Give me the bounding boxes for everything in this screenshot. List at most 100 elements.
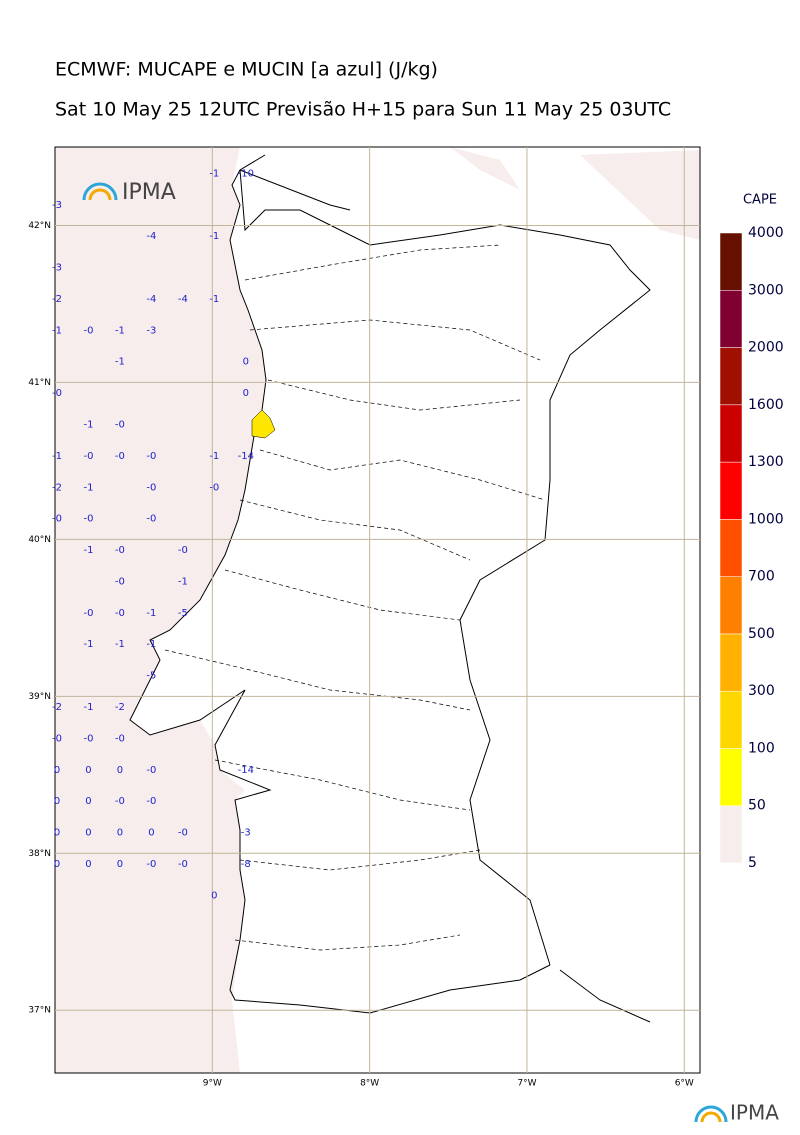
colorbar-segment xyxy=(719,633,743,692)
title: ECMWF: MUCAPE e MUCIN [a azul] (J/kg) xyxy=(55,59,438,81)
land-shading xyxy=(450,147,700,240)
lat-tick-label: 39°N xyxy=(28,692,51,702)
colorbar-segment xyxy=(719,690,743,749)
cin-label: -0 xyxy=(52,388,62,399)
lat-tick-label: 40°N xyxy=(28,535,51,545)
colorbar-tick-label: 50 xyxy=(748,798,766,814)
cin-label: -0 xyxy=(83,451,93,462)
lat-tick-label: 37°N xyxy=(28,1006,51,1016)
cin-label: -0 xyxy=(83,514,93,525)
cin-label: -1 xyxy=(146,639,156,650)
cin-label: -0 xyxy=(52,733,62,744)
colorbar-segment xyxy=(719,748,743,806)
cin-label: 0 xyxy=(243,357,249,368)
cin-label: -1 xyxy=(209,168,219,179)
cin-label: 0 xyxy=(243,388,249,399)
cin-label: -1 xyxy=(52,451,62,462)
cin-label: -4 xyxy=(146,231,156,242)
colorbar-tick-label: 3000 xyxy=(748,282,784,298)
cin-label: -0 xyxy=(83,325,93,336)
cin-label: -0 xyxy=(178,859,188,870)
cin-label: 0 xyxy=(85,828,91,839)
colorbar-segment xyxy=(719,576,743,635)
cin-label: -3 xyxy=(52,263,62,274)
cin-label: -3 xyxy=(241,828,251,839)
cin-label: -1 xyxy=(83,545,93,556)
colorbar-tick-label: 4000 xyxy=(748,225,784,241)
cin-label: -0 xyxy=(178,545,188,556)
cin-label: -0 xyxy=(115,796,125,807)
lon-tick-label: 7°W xyxy=(517,1079,536,1089)
colorbar-tick-label: 5 xyxy=(748,855,757,871)
cin-label: 0 xyxy=(85,796,91,807)
logo: IPMA xyxy=(694,1101,779,1125)
cin-label: -0 xyxy=(115,451,125,462)
cin-label: -0 xyxy=(115,733,125,744)
cin-label: 0 xyxy=(54,828,60,839)
colorbar-tick-label: 500 xyxy=(748,626,775,642)
cin-label: -3 xyxy=(146,325,156,336)
cin-label: 0 xyxy=(85,859,91,870)
cin-label: -1 xyxy=(83,702,93,713)
colorbar-tick-label: 1000 xyxy=(748,511,784,527)
cin-label: -1 xyxy=(83,639,93,650)
cin-label: -1 xyxy=(52,325,62,336)
cin-label: -1 xyxy=(209,294,219,305)
colorbar-tick-label: 700 xyxy=(748,569,775,585)
cin-label: -14 xyxy=(238,451,254,462)
cin-label: -4 xyxy=(178,294,188,305)
cin-label: -5 xyxy=(178,608,188,619)
cin-label: -2 xyxy=(115,702,125,713)
colorbar-segment xyxy=(719,461,743,520)
lon-tick-label: 9°W xyxy=(203,1079,222,1089)
cin-label: -4 xyxy=(146,294,156,305)
cin-label: -1 xyxy=(83,420,93,431)
cin-label: -1 xyxy=(115,325,125,336)
cin-label: -1 xyxy=(209,451,219,462)
cin-label: -8 xyxy=(241,859,251,870)
coastline xyxy=(129,154,551,1014)
colorbar-segment xyxy=(719,290,743,348)
cin-label: -0 xyxy=(146,859,156,870)
colorbar-tick-label: 2000 xyxy=(748,340,784,356)
lon-tick-label: 8°W xyxy=(360,1079,379,1089)
cin-label: -1 xyxy=(146,608,156,619)
cin-label: -1 xyxy=(83,482,93,493)
cape-area xyxy=(251,409,276,439)
colorbar-segment xyxy=(719,347,743,406)
cin-label: 0 xyxy=(54,796,60,807)
cin-label: -0 xyxy=(115,608,125,619)
cin-label: 0 xyxy=(117,828,123,839)
cin-label: 0 xyxy=(117,859,123,870)
colorbar-tick-label: 300 xyxy=(748,683,775,699)
cin-label: -0 xyxy=(146,482,156,493)
colorbar-segment xyxy=(719,519,743,577)
cin-label: -2 xyxy=(52,702,62,713)
colorbar-tick-label: 1600 xyxy=(748,397,784,413)
cin-label: -0 xyxy=(146,514,156,525)
colorbar-segment xyxy=(719,404,743,463)
cin-label: -1 xyxy=(115,357,125,368)
colorbar-tick-label: 1300 xyxy=(748,454,784,470)
lon-tick-label: 6°W xyxy=(675,1079,694,1089)
lat-tick-label: 38°N xyxy=(28,849,51,859)
logo-text: IPMA xyxy=(122,180,176,205)
cin-label: -0 xyxy=(146,451,156,462)
cin-label: -2 xyxy=(52,482,62,493)
cin-label: -0 xyxy=(115,420,125,431)
cin-label: -1 xyxy=(178,576,188,587)
cin-label: 0 xyxy=(211,890,217,901)
cin-label: 0 xyxy=(148,828,154,839)
cin-label: -5 xyxy=(146,671,156,682)
cin-label: -0 xyxy=(178,828,188,839)
cin-label: -0 xyxy=(146,796,156,807)
lat-tick-label: 42°N xyxy=(28,221,51,231)
sea-shading xyxy=(55,147,266,1073)
cin-label: -0 xyxy=(209,482,219,493)
cin-label: 0 xyxy=(54,765,60,776)
cin-label: 0 xyxy=(54,859,60,870)
cin-label: -1 xyxy=(115,639,125,650)
colorbar-label: CAPE xyxy=(743,193,777,208)
cin-label: 0 xyxy=(117,765,123,776)
